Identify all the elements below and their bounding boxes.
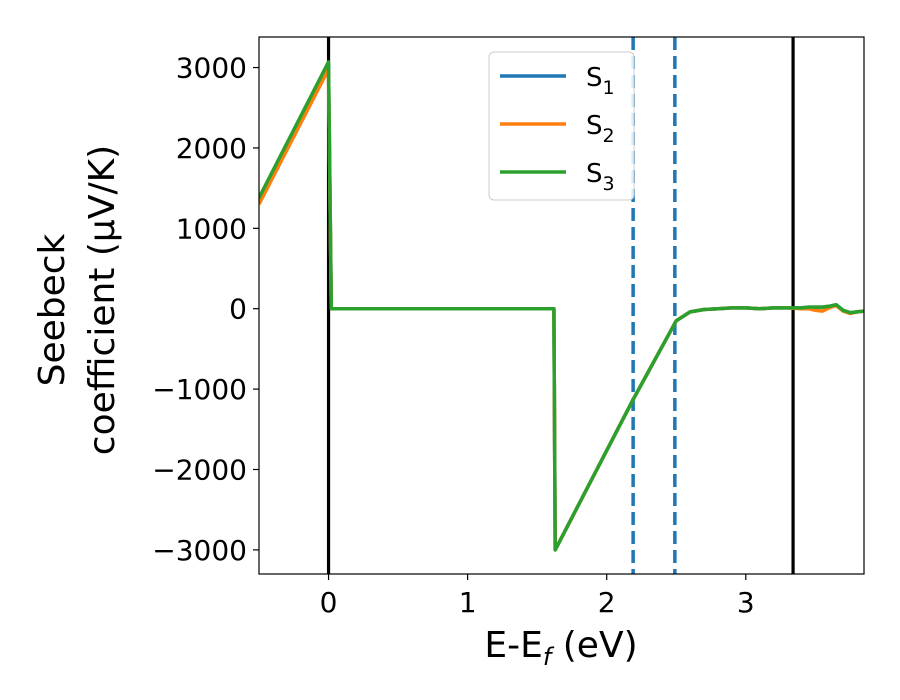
legend-label-s1: S1: [586, 63, 615, 99]
legend-box: [488, 51, 635, 201]
y-axis-title-line2: coefficient (μV/K): [82, 145, 123, 455]
series-line-s3: [259, 60, 864, 552]
y-axis-title: Seebeck coefficient (μV/K): [32, 145, 123, 455]
y-axis: 3000 2000 1000 0 −1000 −2000 −3000: [152, 52, 259, 567]
legend-label-s2: S2: [586, 111, 615, 147]
legend-label-s3: S3: [586, 159, 615, 195]
x-tick-label: 2: [598, 586, 616, 619]
series-group: [259, 60, 864, 552]
plot-frame: [258, 36, 865, 575]
y-tick-label: −3000: [152, 534, 247, 567]
y-tick-label: 0: [229, 293, 247, 326]
x-axis-title: E-Ef (eV): [484, 625, 637, 671]
y-tick-label: 3000: [176, 52, 247, 85]
x-tick-label: 1: [459, 586, 477, 619]
x-tick-label: 0: [320, 586, 338, 619]
y-tick-label: −1000: [152, 373, 247, 406]
y-tick-label: 2000: [176, 132, 247, 165]
y-tick-label: −2000: [152, 453, 247, 486]
y-tick-label: 1000: [176, 212, 247, 245]
y-axis-title-line1: Seebeck: [32, 233, 73, 386]
legend: S1 S2 S3: [488, 51, 635, 201]
x-axis: 0 1 2 3: [320, 574, 755, 619]
x-tick-label: 3: [737, 586, 755, 619]
